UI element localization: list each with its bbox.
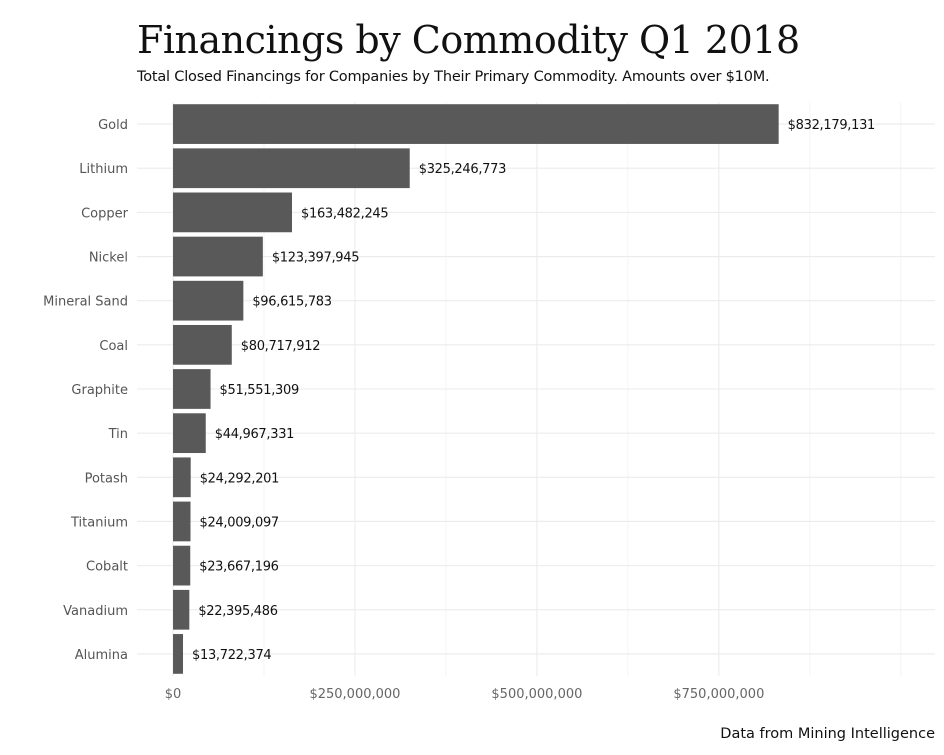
bar-copper (173, 192, 293, 233)
data-label: $123,397,945 (272, 251, 359, 266)
x-tick-label: $500,000,000 (491, 687, 582, 702)
bar-tin (173, 413, 206, 454)
x-tick-label: $0 (165, 687, 182, 702)
data-label: $325,246,773 (419, 162, 506, 177)
bar-gold (173, 104, 779, 144)
data-label: $832,179,131 (788, 118, 875, 133)
category-label: Nickel (89, 251, 128, 266)
data-label: $24,292,201 (200, 471, 279, 486)
category-label: Alumina (75, 648, 128, 663)
x-tick-label: $750,000,000 (673, 687, 764, 702)
data-label: $80,717,912 (241, 339, 320, 354)
data-label: $51,551,309 (220, 383, 299, 398)
data-label: $163,482,245 (301, 206, 388, 221)
category-label: Copper (81, 206, 129, 221)
bar-mineral-sand (173, 280, 244, 321)
category-label: Graphite (71, 383, 128, 398)
category-label: Mineral Sand (43, 295, 128, 310)
bar-nickel (173, 236, 263, 277)
data-label: $96,615,783 (252, 295, 331, 310)
category-label: Titanium (70, 515, 128, 530)
chart-title: Financings by Commodity Q1 2018 (137, 18, 800, 62)
bar-lithium (173, 148, 410, 189)
x-tick-label: $250,000,000 (309, 687, 400, 702)
category-label: Potash (85, 471, 128, 486)
bar-coal (173, 324, 232, 365)
bar-potash (173, 457, 191, 498)
bar-vanadium (173, 589, 190, 630)
data-label: $44,967,331 (215, 427, 294, 442)
bar-alumina (173, 634, 184, 674)
category-label: Vanadium (63, 604, 128, 619)
chart-subtitle: Total Closed Financings for Companies by… (137, 69, 770, 85)
category-label: Lithium (79, 162, 128, 177)
chart-caption: Data from Mining Intelligence (720, 726, 935, 742)
data-label: $22,395,486 (198, 604, 277, 619)
category-label: Gold (98, 118, 128, 133)
category-label: Cobalt (86, 560, 128, 575)
category-label: Tin (108, 427, 128, 442)
data-label: $24,009,097 (199, 515, 278, 530)
data-label: $13,722,374 (192, 648, 271, 663)
bar-titanium (173, 501, 191, 542)
bar-graphite (173, 369, 211, 409)
category-label: Coal (99, 339, 128, 354)
bar-cobalt (173, 545, 191, 586)
data-label: $23,667,196 (199, 560, 278, 575)
